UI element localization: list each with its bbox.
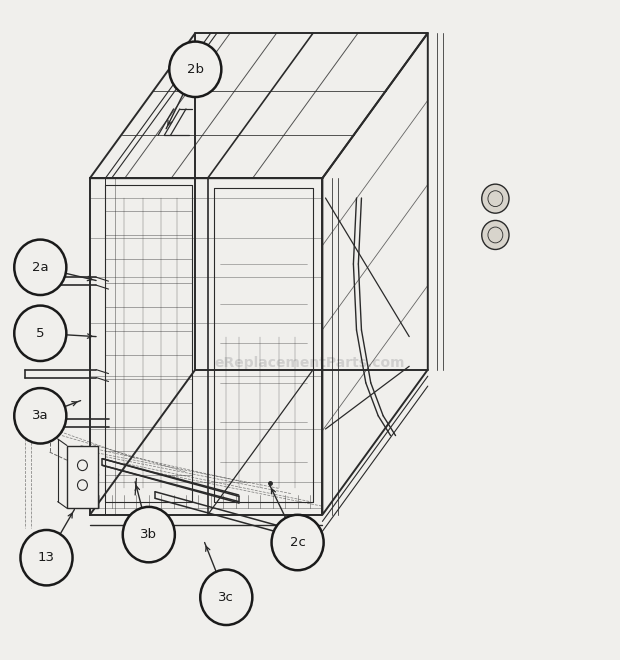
Circle shape xyxy=(20,530,73,585)
Circle shape xyxy=(488,227,503,243)
Text: eReplacementParts.com: eReplacementParts.com xyxy=(215,356,405,370)
Text: 2a: 2a xyxy=(32,261,48,274)
Text: 3b: 3b xyxy=(140,528,157,541)
Circle shape xyxy=(169,42,221,97)
Text: 13: 13 xyxy=(38,551,55,564)
Circle shape xyxy=(78,480,87,490)
Circle shape xyxy=(123,507,175,562)
Circle shape xyxy=(14,240,66,295)
FancyBboxPatch shape xyxy=(67,446,98,508)
Text: 2c: 2c xyxy=(290,536,306,549)
Circle shape xyxy=(14,306,66,361)
Circle shape xyxy=(78,460,87,471)
Circle shape xyxy=(272,515,324,570)
Text: 2b: 2b xyxy=(187,63,204,76)
Circle shape xyxy=(200,570,252,625)
Circle shape xyxy=(482,220,509,249)
Circle shape xyxy=(482,184,509,213)
Circle shape xyxy=(488,191,503,207)
Text: 3a: 3a xyxy=(32,409,48,422)
Text: 3c: 3c xyxy=(218,591,234,604)
Text: 5: 5 xyxy=(36,327,45,340)
Circle shape xyxy=(14,388,66,444)
